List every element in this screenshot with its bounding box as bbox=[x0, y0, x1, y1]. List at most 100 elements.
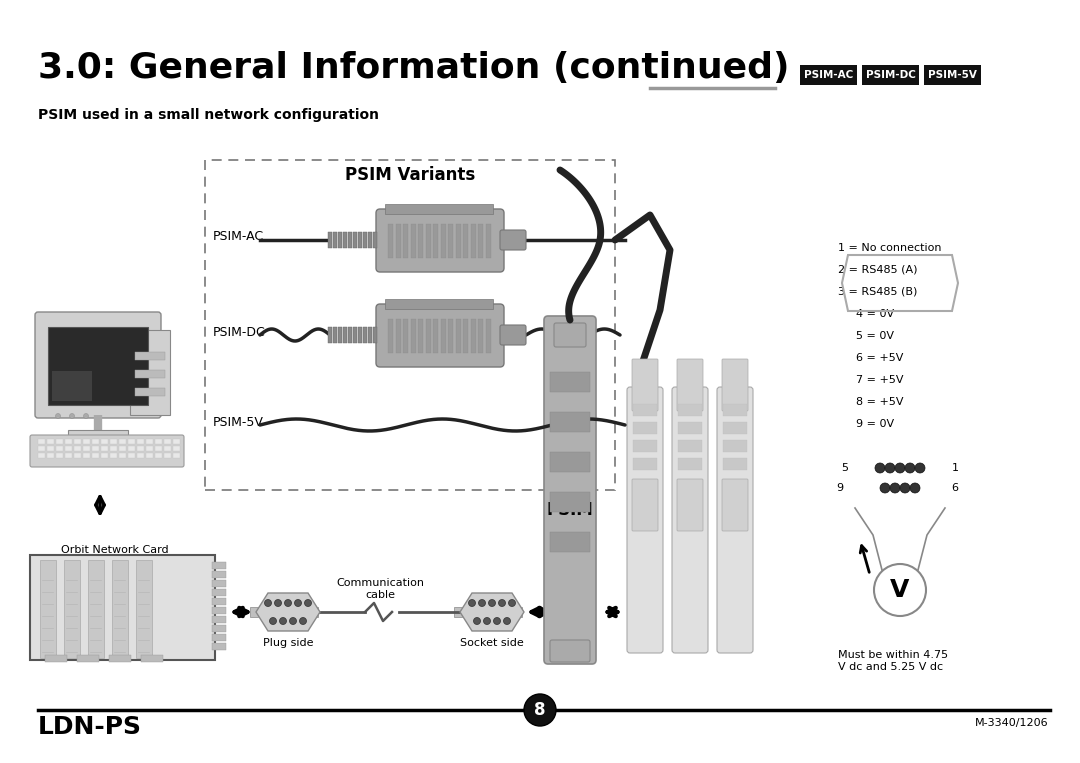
FancyBboxPatch shape bbox=[30, 555, 215, 660]
Circle shape bbox=[890, 483, 900, 493]
Bar bbox=[92, 453, 99, 458]
Text: PSIM-AC: PSIM-AC bbox=[804, 70, 853, 80]
Bar bbox=[368, 232, 372, 248]
Bar bbox=[77, 655, 99, 662]
Circle shape bbox=[494, 617, 500, 624]
Bar bbox=[463, 319, 468, 353]
Bar bbox=[249, 607, 258, 617]
Bar bbox=[38, 439, 45, 444]
Bar bbox=[137, 446, 144, 451]
Bar bbox=[478, 224, 483, 258]
Bar bbox=[456, 319, 460, 353]
Bar bbox=[212, 589, 226, 596]
Circle shape bbox=[910, 483, 920, 493]
Bar bbox=[109, 655, 131, 662]
Text: 3.0: General Information (continued): 3.0: General Information (continued) bbox=[38, 51, 789, 85]
FancyBboxPatch shape bbox=[376, 304, 504, 367]
Circle shape bbox=[885, 463, 895, 473]
Circle shape bbox=[473, 617, 481, 624]
Bar bbox=[456, 224, 460, 258]
Bar bbox=[65, 439, 72, 444]
FancyBboxPatch shape bbox=[632, 479, 658, 531]
Text: 9 = 0V: 9 = 0V bbox=[856, 419, 894, 429]
Text: PSIM-5V: PSIM-5V bbox=[928, 70, 977, 80]
Bar bbox=[75, 446, 81, 451]
Text: 1 = No connection: 1 = No connection bbox=[838, 243, 942, 253]
Bar bbox=[65, 453, 72, 458]
Bar bbox=[92, 446, 99, 451]
Bar bbox=[373, 327, 377, 343]
Bar bbox=[119, 439, 126, 444]
Bar bbox=[348, 232, 352, 248]
FancyBboxPatch shape bbox=[717, 387, 753, 653]
Bar bbox=[426, 319, 431, 353]
Bar bbox=[388, 319, 393, 353]
Bar bbox=[550, 532, 590, 552]
Circle shape bbox=[895, 463, 905, 473]
Bar bbox=[433, 319, 438, 353]
Bar bbox=[384, 299, 492, 309]
Text: 7 = +5V: 7 = +5V bbox=[856, 375, 904, 385]
Text: LDN-PS: LDN-PS bbox=[38, 715, 141, 739]
Bar bbox=[83, 439, 90, 444]
FancyBboxPatch shape bbox=[924, 65, 981, 85]
Text: 2 = RS485 (A): 2 = RS485 (A) bbox=[838, 265, 918, 275]
Bar bbox=[136, 560, 152, 658]
Text: PSIM-DC: PSIM-DC bbox=[213, 326, 266, 339]
Text: V: V bbox=[890, 578, 909, 602]
Bar bbox=[448, 224, 453, 258]
Circle shape bbox=[284, 600, 292, 607]
Circle shape bbox=[55, 414, 60, 418]
Bar bbox=[141, 655, 163, 662]
Bar bbox=[388, 224, 393, 258]
Bar bbox=[723, 422, 747, 434]
Text: 5: 5 bbox=[841, 463, 849, 473]
Bar bbox=[56, 453, 63, 458]
Bar bbox=[410, 224, 416, 258]
Text: 3 = RS485 (B): 3 = RS485 (B) bbox=[838, 287, 917, 297]
Bar bbox=[433, 224, 438, 258]
Circle shape bbox=[265, 600, 271, 607]
Bar bbox=[129, 439, 135, 444]
Bar bbox=[426, 224, 431, 258]
Bar bbox=[212, 562, 226, 569]
Bar bbox=[65, 446, 72, 451]
Bar bbox=[110, 453, 117, 458]
FancyBboxPatch shape bbox=[48, 327, 148, 405]
FancyBboxPatch shape bbox=[632, 359, 658, 411]
FancyBboxPatch shape bbox=[544, 316, 596, 664]
Circle shape bbox=[270, 617, 276, 624]
Bar bbox=[550, 492, 590, 512]
Bar bbox=[550, 412, 590, 432]
FancyBboxPatch shape bbox=[30, 435, 184, 467]
Circle shape bbox=[484, 617, 490, 624]
Circle shape bbox=[274, 600, 282, 607]
Text: 8: 8 bbox=[535, 701, 545, 719]
Bar bbox=[328, 327, 332, 343]
Bar bbox=[173, 446, 180, 451]
Bar bbox=[119, 446, 126, 451]
Bar bbox=[550, 452, 590, 472]
Bar bbox=[102, 439, 108, 444]
Bar bbox=[343, 232, 347, 248]
Bar bbox=[454, 607, 462, 617]
Circle shape bbox=[469, 600, 475, 607]
Bar bbox=[156, 439, 162, 444]
Bar bbox=[137, 453, 144, 458]
FancyBboxPatch shape bbox=[627, 387, 663, 653]
Bar bbox=[368, 327, 372, 343]
Bar bbox=[418, 224, 423, 258]
Bar bbox=[146, 453, 153, 458]
Circle shape bbox=[880, 483, 890, 493]
Bar bbox=[486, 224, 490, 258]
Bar bbox=[83, 446, 90, 451]
Bar bbox=[723, 440, 747, 452]
Bar bbox=[348, 327, 352, 343]
Text: 4 = 0V: 4 = 0V bbox=[856, 309, 894, 319]
FancyBboxPatch shape bbox=[500, 325, 526, 345]
Bar bbox=[363, 232, 367, 248]
Bar bbox=[633, 404, 657, 416]
Bar bbox=[48, 446, 54, 451]
FancyBboxPatch shape bbox=[723, 359, 748, 411]
Bar bbox=[212, 616, 226, 623]
